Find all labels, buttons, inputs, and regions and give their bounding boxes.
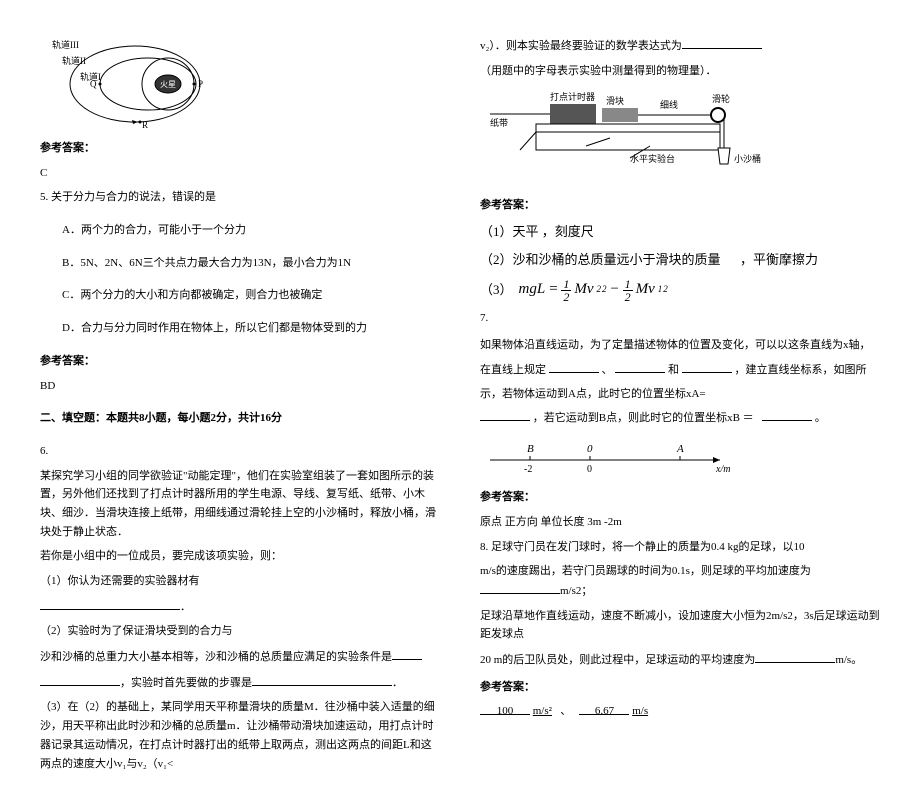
q8-line3: 足球沿草地作直线运动，速度不断减小，设加速度大小恒为2m/s2，3s后足球运动到… <box>480 607 880 644</box>
axis-figure: B 0 A -2 0 x/m <box>480 436 880 478</box>
svg-text:Q: Q <box>90 79 97 89</box>
answer-4: C <box>40 164 440 183</box>
svg-text:轨道III: 轨道III <box>52 39 79 50</box>
blank <box>40 673 120 686</box>
svg-text:A: A <box>676 443 684 455</box>
left-column: 火星 轨道III 轨道II 轨道I P Q R 参考答案： C 5. 关于分力与… <box>40 30 440 779</box>
svg-text:x/m: x/m <box>715 464 730 475</box>
svg-text:水平实验台: 水平实验台 <box>630 153 675 164</box>
text: （2）沙和沙桶的总质量远小于滑块的质量 <box>480 252 721 267</box>
q6-p3: （1）你认为还需要的实验器材有 <box>40 572 440 591</box>
answer-label: 参考答案： <box>40 352 440 371</box>
ans6-2: （2）沙和沙桶的总质量远小于滑块的质量 ，平衡摩擦力 <box>480 249 880 271</box>
text: 和 <box>668 364 679 376</box>
q6-p5b: ，实验时首先要做的步骤是 ． <box>40 673 440 693</box>
answer-label: 参考答案： <box>480 678 880 697</box>
blank <box>252 673 392 686</box>
q8-line1: 8. 足球守门员在发门球时，将一个静止的质量为0.4 kg的足球，以10 <box>480 538 880 557</box>
answer-label: 参考答案： <box>480 488 880 507</box>
q7-num: 7. <box>480 309 880 328</box>
orbit-figure: 火星 轨道III 轨道II 轨道I P Q R <box>40 34 440 129</box>
blank: 6.67 <box>579 702 629 715</box>
text: v₂）．则本实验最终要验证的数学表达式为 <box>480 40 682 52</box>
blank <box>615 360 665 373</box>
svg-text:纸带: 纸带 <box>490 117 508 128</box>
q6-p7b: （用题中的字母表示实验中测量得到的物理量）． <box>480 62 880 81</box>
q5-option-a: A．两个力的合力，可能小于一个分力 <box>62 221 440 240</box>
q6-p7: v₂）．则本实验最终要验证的数学表达式为 <box>480 36 880 56</box>
svg-text:P: P <box>198 79 203 89</box>
text: m/s。 <box>835 654 862 666</box>
text: ，若它运动到B点，则此时它的位置坐标xB ＝ <box>533 412 754 424</box>
ans6-1: （1）天平 ，刻度尺 <box>480 221 880 243</box>
answer-7: 原点 正方向 单位长度 3m -2m <box>480 513 880 532</box>
blank: 100 <box>480 702 530 715</box>
text: 20 m的后卫队员处，则此过程中，足球运动的平均速度为 <box>480 654 755 666</box>
text: （2）实验时为了保证滑块受到的合力与 <box>40 625 233 637</box>
svg-text:滑轮: 滑轮 <box>712 93 730 104</box>
section-2-head: 二、填空题：本题共8小题，每小题2分，共计16分 <box>40 409 440 428</box>
svg-text:-2: -2 <box>524 464 532 475</box>
q8-line4: 20 m的后卫队员处，则此过程中，足球运动的平均速度为 m/s。 <box>480 650 880 670</box>
q7-text: 如果物体沿直线运动，为了定量描述物体的位置及变化，可以以这条直线为x轴，在直线上… <box>480 333 880 430</box>
text: ． <box>392 677 403 689</box>
svg-text:火星: 火星 <box>160 80 176 89</box>
svg-text:打点计时器: 打点计时器 <box>550 91 595 102</box>
text: 沙和沙桶的总重力大小基本相等，沙和沙桶的总质量应满足的实验条件是 <box>40 651 392 663</box>
svg-text:0: 0 <box>587 443 593 455</box>
blank <box>480 408 530 421</box>
svg-text:细线: 细线 <box>660 99 678 110</box>
q5-option-c: C．两个分力的大小和方向都被确定，则合力也被确定 <box>62 286 440 305</box>
text: 、 <box>602 364 613 376</box>
q6-p6: （3）在（2）的基础上，某同学用天平称量滑块的质量M．往沙桶中装入适量的细沙，用… <box>40 698 440 773</box>
q6-p2: 若你是小组中的一位成员，要完成该项实验，则： <box>40 547 440 566</box>
svg-text:滑块: 滑块 <box>606 95 624 106</box>
text: 6.67 <box>595 705 614 717</box>
blank <box>755 650 835 663</box>
right-column: v₂）．则本实验最终要验证的数学表达式为 （用题中的字母表示实验中测量得到的物理… <box>480 30 880 779</box>
svg-text:0: 0 <box>587 464 592 475</box>
answer-label: 参考答案： <box>480 196 880 215</box>
q6-p1: 某探究学习小组的同学欲验证"动能定理"，他们在实验室组装了一套如图所示的装置，另… <box>40 467 440 542</box>
text: 。 <box>815 412 826 424</box>
q6-p4: （2）实验时为了保证滑块受到的合力与 <box>40 622 440 641</box>
svg-text:小沙桶: 小沙桶 <box>734 153 761 164</box>
q5-stem: 5. 关于分力与合力的说法，错误的是 <box>40 188 440 207</box>
q8-line2: m/s的速度踢出，若守门员踢球的时间为0.1s，则足球的平均加速度为 m/s2； <box>480 562 880 600</box>
ans6-3: （3） mgL= 12 Mv22 − 12 Mv12 <box>480 277 880 303</box>
q5-option-b: B．5N、2N、6N三个共点力最大合力为13N，最小合力为1N <box>62 254 440 273</box>
svg-text:B: B <box>527 443 534 455</box>
text: m/s <box>632 705 648 717</box>
q6-p5: 沙和沙桶的总重力大小基本相等，沙和沙桶的总质量应满足的实验条件是 <box>40 647 440 667</box>
q6-num: 6. <box>40 442 440 461</box>
blank <box>682 360 732 373</box>
svg-text:R: R <box>142 120 148 129</box>
text: （1）你认为还需要的实验器材有 <box>40 575 200 587</box>
text: m/s2； <box>560 585 592 597</box>
text: ，平衡摩擦力 <box>740 252 818 267</box>
text: （3） <box>480 279 513 301</box>
text: ． <box>180 601 191 613</box>
svg-text:轨道II: 轨道II <box>62 55 86 66</box>
answer-8: 100 m/s² 、 6.67 m/s <box>480 702 880 721</box>
text: m/s² <box>533 705 552 717</box>
blank <box>40 597 180 610</box>
blank <box>682 36 762 49</box>
text: m/s的速度踢出，若守门员踢球的时间为0.1s，则足球的平均加速度为 <box>480 565 811 577</box>
q6-p3-line: ． <box>40 597 440 617</box>
answer-label: 参考答案： <box>40 139 440 158</box>
text: 100 <box>497 705 514 717</box>
formula: mgL= 12 Mv22 − 12 Mv12 <box>519 277 668 303</box>
text: ，实验时首先要做的步骤是 <box>120 677 252 689</box>
answer-5: BD <box>40 377 440 396</box>
apparatus-figure: 纸带 打点计时器 滑块 细线 滑轮 长木板 水平实验台 小沙桶 <box>480 86 880 186</box>
blank <box>549 360 599 373</box>
q5-option-d: D．合力与分力同时作用在物体上，所以它们都是物体受到的力 <box>62 319 440 338</box>
blank <box>392 647 422 660</box>
blank <box>480 581 560 594</box>
blank <box>762 408 812 421</box>
